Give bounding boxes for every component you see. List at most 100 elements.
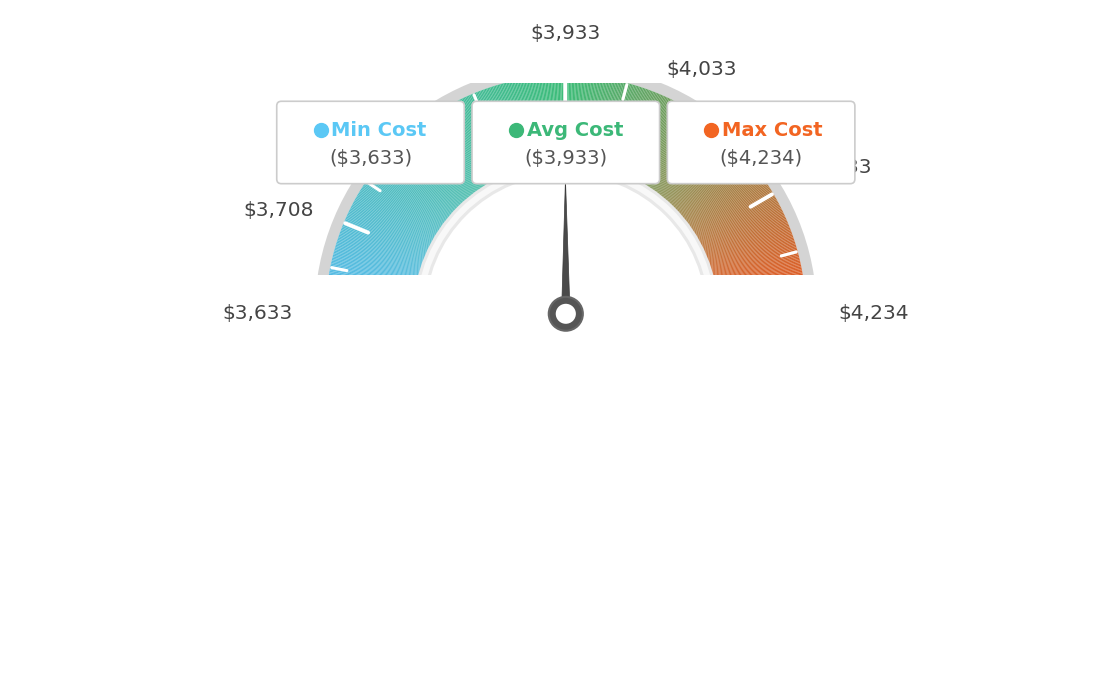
Wedge shape — [538, 77, 549, 165]
Wedge shape — [715, 286, 805, 297]
Wedge shape — [608, 85, 635, 170]
Wedge shape — [454, 102, 497, 181]
Wedge shape — [401, 140, 463, 205]
Wedge shape — [352, 203, 432, 245]
Wedge shape — [700, 206, 781, 246]
Wedge shape — [584, 77, 596, 165]
Wedge shape — [696, 193, 774, 238]
Wedge shape — [716, 295, 805, 302]
Wedge shape — [700, 204, 779, 246]
Wedge shape — [530, 77, 544, 166]
Wedge shape — [656, 121, 710, 193]
Wedge shape — [646, 112, 694, 187]
Wedge shape — [386, 154, 454, 214]
Wedge shape — [592, 79, 609, 166]
Wedge shape — [563, 75, 565, 164]
Wedge shape — [438, 110, 487, 186]
Wedge shape — [677, 152, 744, 213]
Wedge shape — [604, 83, 627, 168]
Wedge shape — [362, 186, 438, 234]
Wedge shape — [480, 90, 513, 173]
Wedge shape — [661, 129, 719, 198]
Wedge shape — [714, 272, 803, 288]
Wedge shape — [408, 132, 467, 201]
Wedge shape — [655, 121, 709, 193]
Wedge shape — [326, 296, 415, 304]
Wedge shape — [704, 217, 786, 254]
Wedge shape — [447, 106, 492, 183]
Wedge shape — [383, 158, 452, 217]
Wedge shape — [662, 130, 720, 199]
Wedge shape — [339, 233, 424, 264]
Wedge shape — [609, 85, 636, 170]
Wedge shape — [716, 299, 806, 305]
Wedge shape — [606, 83, 631, 169]
Wedge shape — [714, 266, 802, 285]
Wedge shape — [457, 101, 498, 180]
Wedge shape — [335, 248, 421, 274]
Text: ($3,933): ($3,933) — [524, 149, 607, 168]
Wedge shape — [544, 76, 553, 164]
Wedge shape — [670, 141, 732, 206]
Wedge shape — [677, 152, 743, 213]
Wedge shape — [703, 216, 786, 253]
Wedge shape — [337, 240, 422, 268]
Wedge shape — [634, 101, 675, 180]
Wedge shape — [687, 171, 760, 225]
Wedge shape — [358, 193, 436, 238]
Wedge shape — [517, 80, 535, 167]
Wedge shape — [669, 139, 730, 204]
Wedge shape — [672, 144, 735, 208]
Wedge shape — [598, 81, 619, 168]
Wedge shape — [698, 199, 777, 242]
Wedge shape — [631, 99, 672, 179]
Text: ($3,633): ($3,633) — [329, 149, 412, 168]
Wedge shape — [594, 79, 613, 166]
Wedge shape — [533, 77, 545, 165]
Wedge shape — [691, 181, 766, 231]
Wedge shape — [667, 137, 728, 203]
Wedge shape — [711, 246, 796, 272]
Wedge shape — [470, 94, 507, 176]
Wedge shape — [599, 81, 622, 168]
Wedge shape — [693, 185, 768, 233]
Wedge shape — [647, 112, 696, 188]
Wedge shape — [614, 88, 645, 172]
Wedge shape — [519, 79, 538, 166]
Wedge shape — [329, 272, 417, 288]
Wedge shape — [681, 159, 750, 217]
Wedge shape — [715, 278, 804, 292]
Wedge shape — [535, 77, 548, 165]
Wedge shape — [716, 297, 806, 304]
Wedge shape — [376, 165, 447, 221]
Wedge shape — [681, 161, 751, 218]
Wedge shape — [711, 248, 797, 274]
Wedge shape — [689, 175, 762, 227]
Wedge shape — [657, 124, 712, 195]
Wedge shape — [692, 182, 767, 232]
Wedge shape — [346, 217, 427, 254]
Wedge shape — [665, 132, 723, 201]
Wedge shape — [581, 77, 592, 164]
Wedge shape — [350, 208, 431, 248]
Wedge shape — [412, 130, 469, 199]
Wedge shape — [611, 86, 638, 170]
Wedge shape — [326, 308, 415, 311]
Text: $3,633: $3,633 — [223, 304, 293, 324]
Wedge shape — [371, 173, 444, 226]
Wedge shape — [708, 230, 792, 262]
Wedge shape — [329, 275, 416, 290]
Wedge shape — [328, 281, 416, 294]
Wedge shape — [329, 273, 417, 289]
Wedge shape — [698, 197, 776, 241]
Wedge shape — [595, 79, 614, 167]
Wedge shape — [368, 179, 442, 229]
Wedge shape — [673, 146, 737, 209]
Wedge shape — [526, 78, 541, 166]
Wedge shape — [670, 142, 733, 206]
Wedge shape — [486, 88, 517, 172]
Wedge shape — [546, 76, 554, 164]
Wedge shape — [327, 288, 415, 299]
Wedge shape — [388, 152, 455, 213]
Wedge shape — [601, 81, 623, 168]
